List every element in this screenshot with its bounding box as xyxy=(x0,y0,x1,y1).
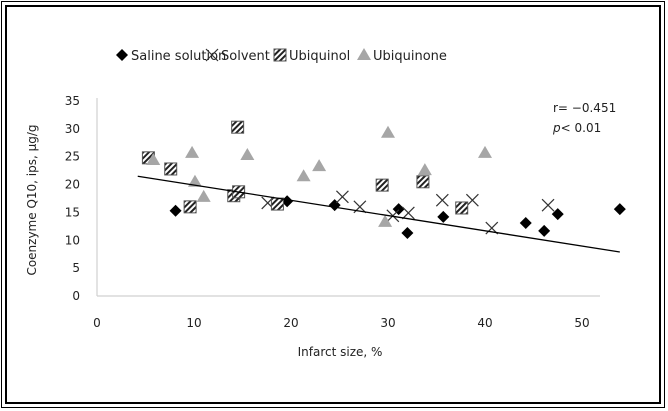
annotation-p-italic: p xyxy=(552,121,561,135)
y-tick-label: 5 xyxy=(72,261,80,275)
data-point xyxy=(169,204,182,217)
data-point xyxy=(437,210,450,223)
data-point xyxy=(435,193,449,207)
data-point xyxy=(270,197,284,211)
y-tick-label: 10 xyxy=(65,233,80,247)
data-point xyxy=(465,193,479,207)
x-stroke xyxy=(465,193,479,207)
data-point xyxy=(378,214,393,227)
data-point xyxy=(613,203,626,216)
x-tick-label: 30 xyxy=(380,316,395,330)
data-points xyxy=(137,120,626,253)
x-tick-label: 50 xyxy=(574,316,589,330)
x-tick-label: 0 xyxy=(93,316,101,330)
data-point xyxy=(196,189,211,202)
data-point xyxy=(551,208,564,221)
legend-label: Saline solution xyxy=(131,49,226,64)
data-point xyxy=(146,153,161,166)
x-stroke xyxy=(401,206,415,220)
legend-item: Solvent xyxy=(205,48,270,64)
y-tick-label: 0 xyxy=(72,289,80,303)
data-point xyxy=(381,125,395,138)
legend-item: Saline solution xyxy=(116,49,226,64)
data-point xyxy=(401,227,414,240)
data-point xyxy=(281,195,294,208)
axes: 0 10 20 30 40 50 0 5 10 15 20 25 30 35 xyxy=(65,94,600,330)
data-point xyxy=(401,206,415,220)
data-point xyxy=(164,162,178,176)
y-axis-label: Coenzyme Q10, ips, µg/g xyxy=(25,124,39,275)
data-point xyxy=(185,145,200,158)
data-point xyxy=(296,169,311,182)
y-tick-label: 25 xyxy=(65,150,80,164)
data-point xyxy=(455,201,469,215)
data-point xyxy=(183,200,197,214)
legend-label: Ubiquinone xyxy=(373,49,447,64)
legend-marker-hatched-square xyxy=(273,48,287,62)
annotation-r: r= −0.451 xyxy=(553,101,616,115)
legend-marker-diamond xyxy=(116,49,128,61)
data-point xyxy=(312,159,327,172)
data-point xyxy=(416,175,430,189)
x-stroke xyxy=(435,193,449,207)
trendline xyxy=(137,175,620,253)
x-tick-label: 40 xyxy=(477,316,492,330)
data-point xyxy=(240,148,255,161)
legend-item: Ubiquinol xyxy=(273,48,350,64)
y-tick-label: 20 xyxy=(65,178,80,192)
y-tick-label: 30 xyxy=(65,122,80,136)
legend-label: Ubiquinol xyxy=(289,49,350,64)
annotation-p-value: < 0.01 xyxy=(561,121,602,135)
y-tick-label: 15 xyxy=(65,205,80,219)
data-point xyxy=(231,120,245,134)
data-point xyxy=(538,224,551,237)
data-point xyxy=(478,145,492,158)
legend-item: Ubiquinone xyxy=(357,48,447,64)
x-tick-label: 20 xyxy=(283,316,298,330)
legend-label: Solvent xyxy=(221,49,270,64)
series-saline-solution xyxy=(169,195,626,240)
data-point xyxy=(519,217,532,230)
series-ubiquinone xyxy=(146,125,492,227)
x-stroke xyxy=(205,48,219,62)
x-tick-label: 10 xyxy=(186,316,201,330)
annotation-p: p< 0.01 xyxy=(552,121,601,135)
x-stroke xyxy=(541,198,555,212)
x-stroke xyxy=(335,190,349,204)
legend-marker-triangle xyxy=(357,48,371,60)
data-point xyxy=(417,163,432,176)
data-point xyxy=(335,190,349,204)
legend-marker-x xyxy=(205,48,219,62)
data-point xyxy=(541,198,555,212)
data-point xyxy=(375,178,389,192)
x-stroke xyxy=(485,221,499,235)
x-axis-label: Infarct size, % xyxy=(298,345,383,359)
chart-frame xyxy=(5,5,661,404)
data-point xyxy=(392,203,405,216)
y-tick-label: 35 xyxy=(65,94,80,108)
data-point xyxy=(187,174,202,187)
series-ubiquinol xyxy=(141,120,469,215)
